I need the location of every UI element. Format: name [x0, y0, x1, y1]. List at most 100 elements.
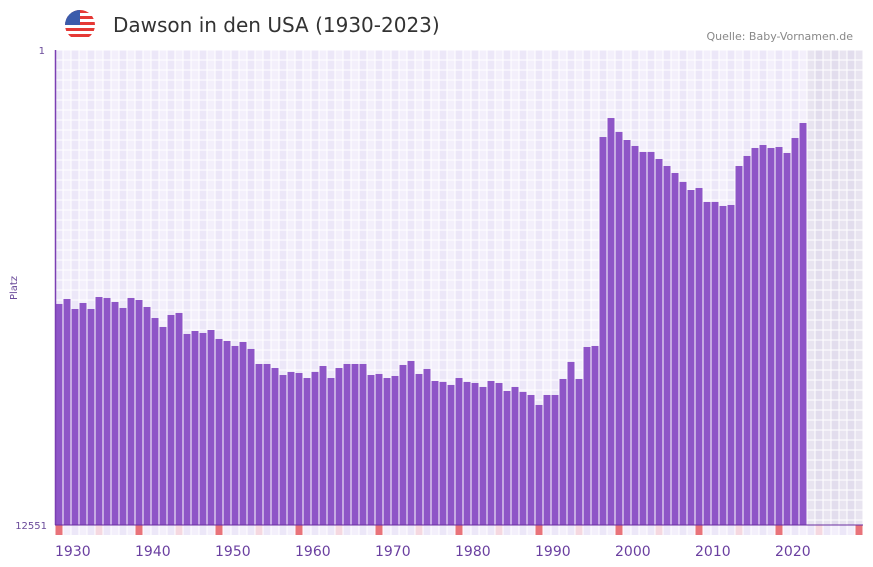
grid-cell — [63, 50, 71, 60]
grid-cell — [127, 90, 135, 100]
grid-cell — [671, 120, 679, 130]
grid-cell — [567, 240, 575, 250]
grid-cell — [807, 70, 815, 80]
grid-cell — [439, 170, 447, 180]
grid-cell — [455, 350, 463, 360]
grid-cell — [855, 340, 863, 350]
grid-cell — [127, 230, 135, 240]
grid-cell — [383, 50, 391, 60]
grid-cell — [159, 150, 167, 160]
grid-cell — [855, 180, 863, 190]
grid-cell — [431, 50, 439, 60]
grid-cell — [215, 290, 223, 300]
grid-cell — [383, 60, 391, 70]
grid-cell — [295, 80, 303, 90]
grid-cell — [847, 70, 855, 80]
grid-cell — [503, 330, 511, 340]
grid-cell — [695, 130, 703, 140]
grid-cell — [63, 150, 71, 160]
grid-cell — [775, 110, 783, 120]
grid-cell — [847, 210, 855, 220]
grid-cell — [375, 190, 383, 200]
grid-cell — [415, 350, 423, 360]
grid-cell — [511, 260, 519, 270]
bar-1937 — [111, 301, 119, 525]
grid-cell — [823, 390, 831, 400]
grid-cell — [591, 140, 599, 150]
grid-cell — [367, 50, 375, 60]
grid-cell — [487, 300, 495, 310]
grid-cell — [679, 130, 687, 140]
grid-cell — [519, 170, 527, 180]
grid-cell — [295, 200, 303, 210]
grid-cell — [135, 210, 143, 220]
grid-cell — [223, 110, 231, 120]
grid-cell — [831, 100, 839, 110]
grid-cell — [575, 190, 583, 200]
grid-cell — [479, 260, 487, 270]
grid-cell — [367, 300, 375, 310]
grid-cell — [543, 210, 551, 220]
grid-cell — [407, 280, 415, 290]
grid-cell — [551, 140, 559, 150]
grid-cell — [175, 270, 183, 280]
grid-cell — [511, 200, 519, 210]
grid-cell — [575, 290, 583, 300]
grid-cell — [575, 270, 583, 280]
grid-cell — [175, 90, 183, 100]
grid-cell — [471, 120, 479, 130]
grid-cell — [111, 140, 119, 150]
grid-cell — [71, 50, 79, 60]
grid-cell — [535, 140, 543, 150]
grid-cell — [175, 280, 183, 290]
grid-cell — [415, 330, 423, 340]
grid-cell — [223, 320, 231, 330]
grid-cell — [127, 240, 135, 250]
grid-cell — [551, 80, 559, 90]
grid-cell — [391, 140, 399, 150]
year-marker — [279, 525, 287, 535]
grid-cell — [151, 250, 159, 260]
grid-cell — [479, 60, 487, 70]
grid-cell — [831, 350, 839, 360]
year-marker — [255, 525, 263, 535]
grid-cell — [735, 160, 743, 170]
grid-cell — [327, 100, 335, 110]
grid-cell — [191, 280, 199, 290]
grid-cell — [239, 230, 247, 240]
grid-cell — [839, 360, 847, 370]
grid-cell — [471, 330, 479, 340]
grid-cell — [847, 130, 855, 140]
grid-cell — [447, 200, 455, 210]
grid-cell — [375, 340, 383, 350]
grid-cell — [319, 260, 327, 270]
grid-cell — [351, 350, 359, 360]
grid-cell — [263, 260, 271, 270]
grid-cell — [855, 350, 863, 360]
grid-cell — [535, 250, 543, 260]
grid-cell — [743, 50, 751, 60]
grid-cell — [223, 170, 231, 180]
grid-cell — [487, 150, 495, 160]
grid-cell — [823, 410, 831, 420]
grid-cell — [159, 190, 167, 200]
grid-cell — [727, 190, 735, 200]
bar-1979 — [447, 384, 455, 525]
grid-cell — [503, 140, 511, 150]
grid-cell — [247, 210, 255, 220]
grid-cell — [535, 80, 543, 90]
grid-cell — [239, 110, 247, 120]
bar-1960 — [295, 373, 303, 525]
grid-cell — [671, 60, 679, 70]
grid-cell — [807, 180, 815, 190]
grid-cell — [391, 320, 399, 330]
grid-cell — [695, 50, 703, 60]
grid-cell — [847, 190, 855, 200]
grid-cell — [783, 80, 791, 90]
grid-cell — [135, 170, 143, 180]
grid-cell — [247, 110, 255, 120]
grid-cell — [279, 130, 287, 140]
grid-cell — [255, 330, 263, 340]
grid-cell — [399, 170, 407, 180]
bar-1993 — [559, 378, 567, 525]
